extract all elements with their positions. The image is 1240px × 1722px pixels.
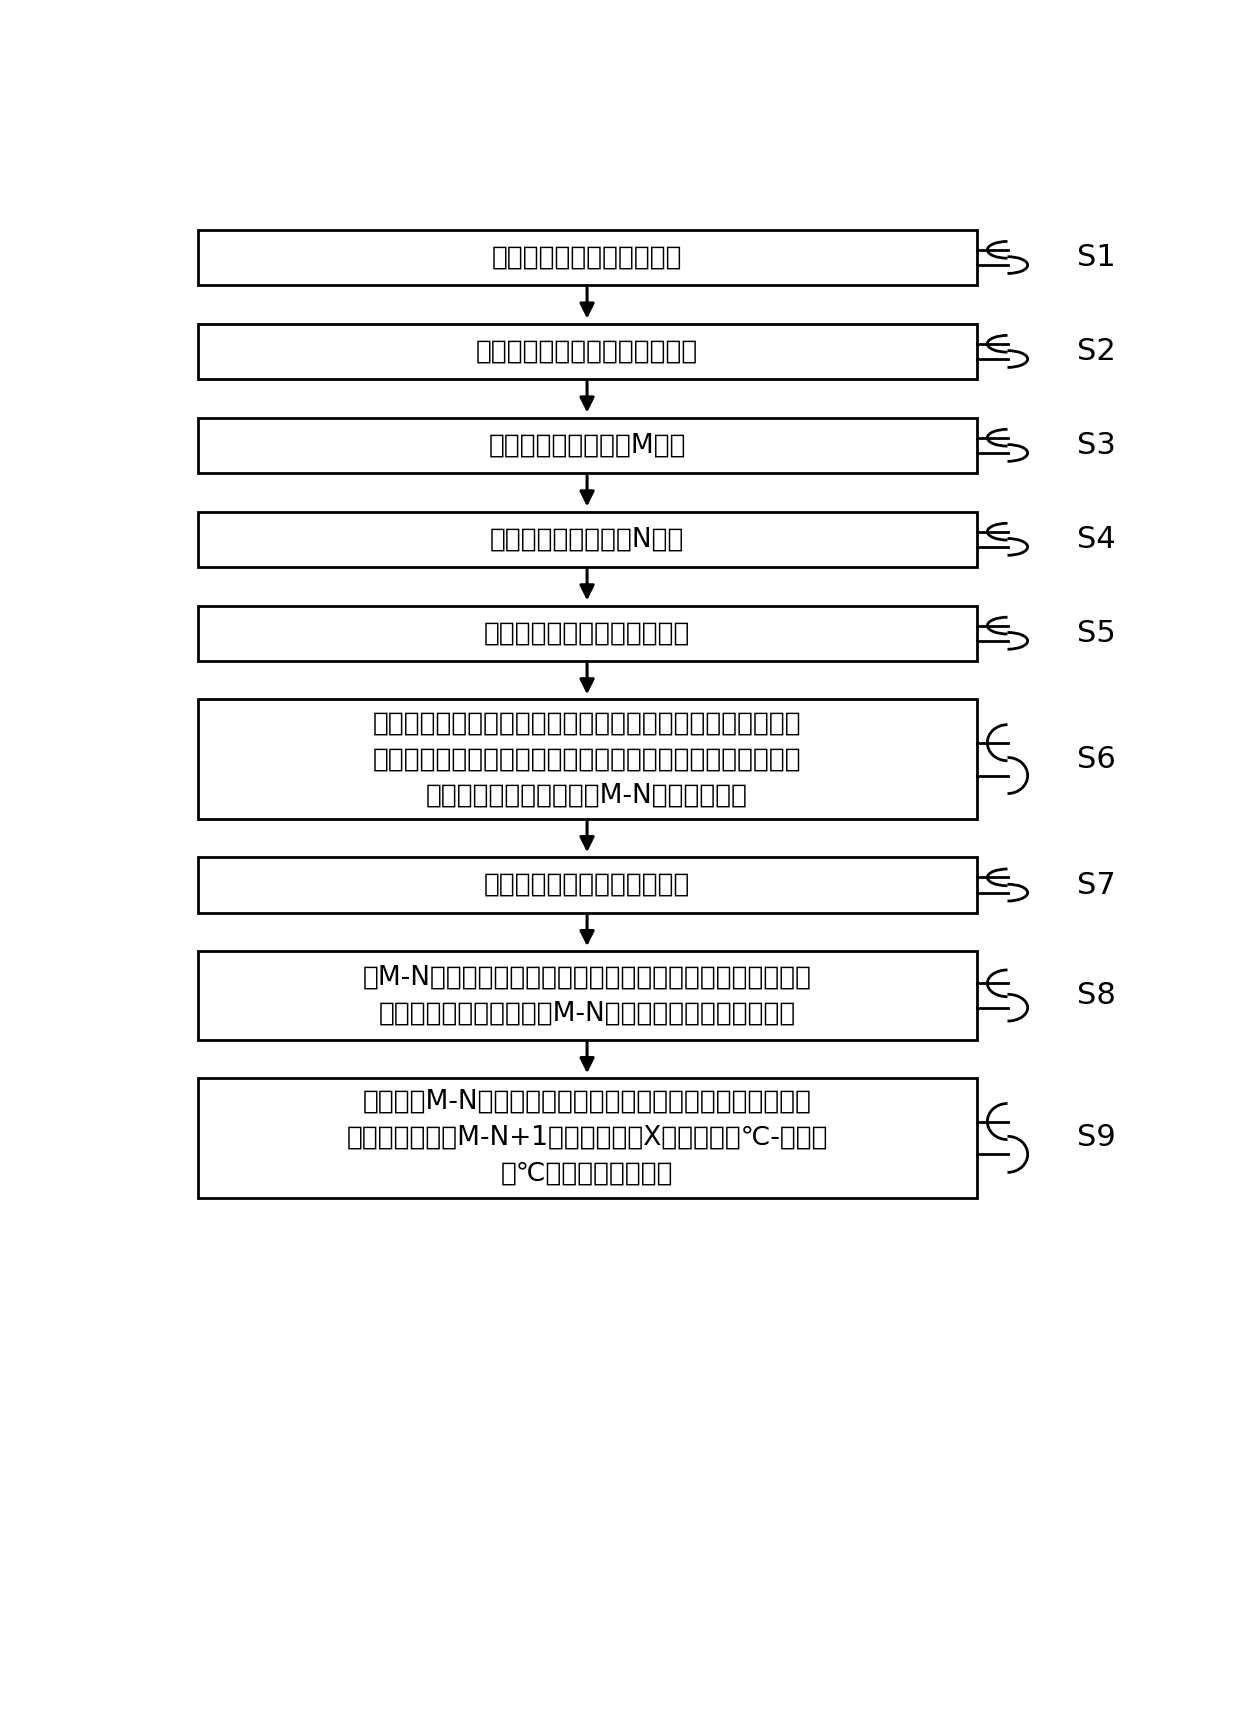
Text: 设定上限吸附压力为M兆帕: 设定上限吸附压力为M兆帕 [489,432,686,458]
Text: S4: S4 [1078,525,1116,554]
Bar [197,511,977,567]
Bar [197,324,977,379]
Text: S3: S3 [1078,430,1116,460]
Bar [197,699,977,818]
Bar [197,229,977,286]
Bar [197,951,977,1040]
Text: S2: S2 [1078,338,1116,365]
Text: S1: S1 [1078,243,1116,272]
Text: 计算小变温吸附的变温变压比: 计算小变温吸附的变温变压比 [484,871,691,897]
Text: 设定煤层气井筒温度为下限温度: 设定煤层气井筒温度为下限温度 [476,339,698,365]
Text: S7: S7 [1078,871,1116,899]
Text: S6: S6 [1078,744,1116,773]
Text: 设定煤储层温度为上限温度: 设定煤储层温度为上限温度 [492,245,682,270]
Text: S5: S5 [1078,618,1116,647]
Bar [197,858,977,913]
Text: 设定下限吸附压力为N兆帕: 设定下限吸附压力为N兆帕 [490,527,684,553]
Text: S8: S8 [1078,982,1116,1011]
Bar [197,418,977,474]
Bar [197,606,977,661]
Text: 根据下限吸附压力、下限温度和变温变压比，计算由下限吸附
压力直至上限吸附压力范围内，每增加一个单位吸附压力后的
摄氏温度的温度值，得到M-N组所述温度值: 根据下限吸附压力、下限温度和变温变压比，计算由下限吸附 压力直至上限吸附压力范围… [373,709,801,808]
Text: 将M-N组所述热力学温度以及对应的吸附压力值分别代入该种
煤压力温度吸附方程，得M-N组相应小变温压力的吸附量: 将M-N组所述热力学温度以及对应的吸附压力值分别代入该种 煤压力温度吸附方程，得… [362,964,811,1026]
Bar [197,1078,977,1197]
Text: 将对应的M-N组吸附压力值、吸附量以及在下限吸附压力时的
吸附量为零，共M-N+1组对应数据作X煤下限温度℃-上限温
度℃的小变温吸附曲线: 将对应的M-N组吸附压力值、吸附量以及在下限吸附压力时的 吸附量为零，共M-N+… [346,1088,828,1186]
Text: 计算小变温吸附的变温变压比: 计算小变温吸附的变温变压比 [484,620,691,646]
Text: S9: S9 [1078,1123,1116,1152]
